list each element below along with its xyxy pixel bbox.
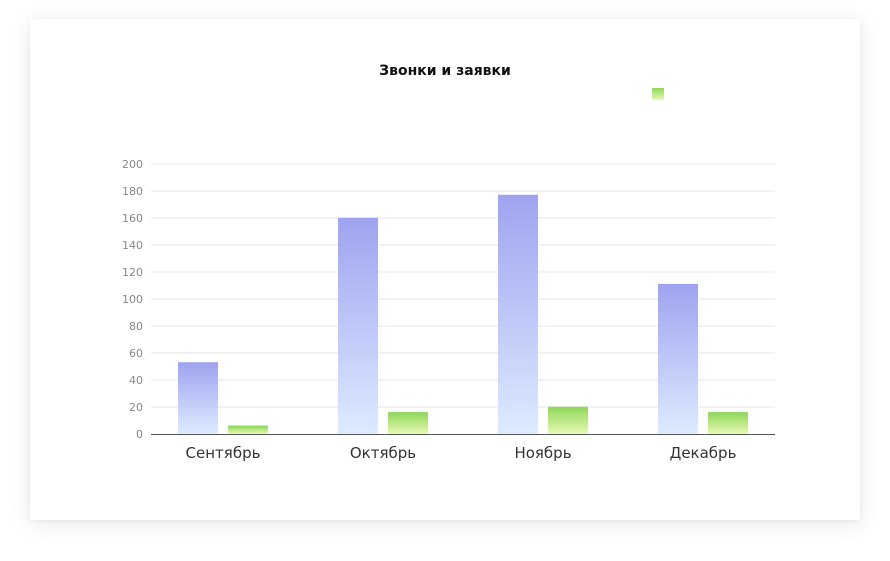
y-tick-label: 200 — [122, 158, 143, 171]
x-category-label: Декабрь — [670, 444, 737, 462]
bar-chart: 0 20 40 60 80 100 120 140 160 180 200 Сентябрь Октя… — [122, 158, 775, 462]
chart-card: Звонки и заявки 0 20 40 60 80 100 120 140 160 180… — [30, 19, 860, 520]
y-tick-label: 20 — [129, 401, 143, 414]
bars — [178, 194, 748, 434]
bar-series-2-3 — [548, 407, 588, 434]
chart-title: Звонки и заявки — [379, 63, 511, 79]
legend-swatch-series-2 — [652, 88, 664, 100]
y-tick-label: 120 — [122, 266, 143, 279]
bar-series-2-4 — [708, 412, 748, 434]
y-axis-ticks: 0 20 40 60 80 100 120 140 160 180 200 — [122, 158, 143, 441]
legend — [652, 88, 664, 100]
y-tick-label: 180 — [122, 185, 143, 198]
x-category-label: Ноябрь — [514, 444, 571, 462]
x-axis-categories: Сентябрь Октябрь Ноябрь Декабрь — [186, 444, 737, 462]
bar-series-1-3 — [498, 195, 538, 434]
x-category-label: Октябрь — [350, 444, 416, 462]
y-tick-label: 100 — [122, 293, 143, 306]
y-tick-label: 0 — [136, 428, 143, 441]
x-category-label: Сентябрь — [186, 444, 261, 462]
bar-series-1-4 — [658, 284, 698, 434]
y-tick-label: 140 — [122, 239, 143, 252]
bar-series-2-2 — [388, 412, 428, 434]
y-tick-label: 160 — [122, 212, 143, 225]
bar-series-1-2 — [338, 218, 378, 434]
y-tick-label: 60 — [129, 347, 143, 360]
bar-series-2-1 — [228, 425, 268, 434]
bar-series-1-1 — [178, 362, 218, 434]
y-tick-label: 40 — [129, 374, 143, 387]
y-tick-label: 80 — [129, 320, 143, 333]
